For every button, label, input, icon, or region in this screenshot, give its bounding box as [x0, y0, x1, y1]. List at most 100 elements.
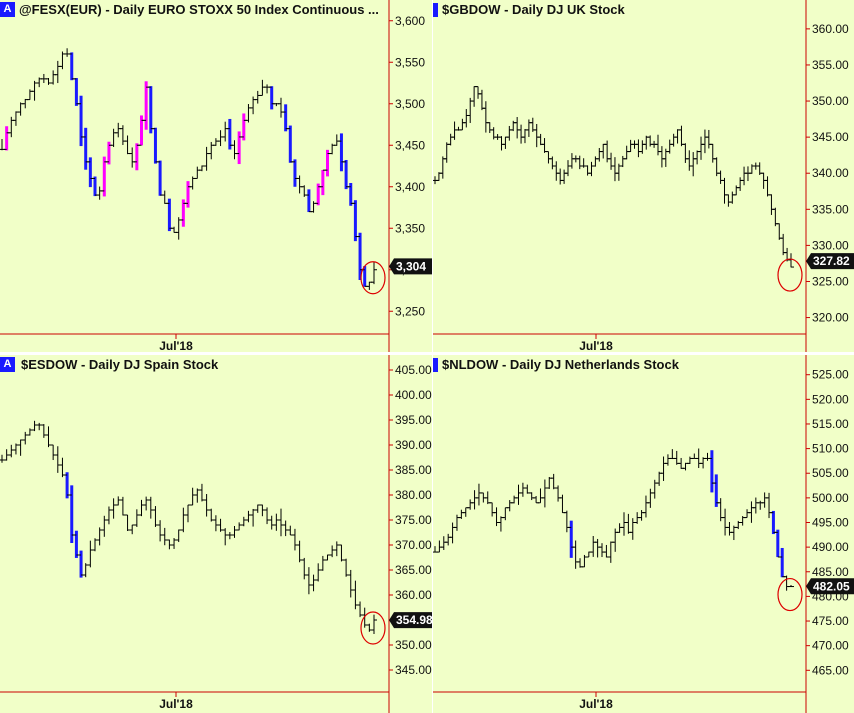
price-bar — [157, 520, 164, 542]
price-bar — [478, 89, 485, 111]
price-bar — [68, 52, 75, 81]
price-bar — [449, 522, 456, 544]
price-bar — [638, 510, 645, 521]
chart-title: $NLDOW - Daily DJ Netherlands Stock — [442, 357, 679, 372]
y-tick-label: 465.00 — [812, 663, 849, 677]
price-bar — [471, 86, 478, 107]
panel-badge[interactable]: A — [0, 357, 15, 372]
price-bar — [115, 496, 122, 506]
price-bar — [87, 157, 94, 188]
price-bar — [273, 513, 280, 531]
price-bar — [748, 501, 755, 523]
price-bar — [774, 529, 781, 558]
price-bar — [278, 508, 284, 537]
price-bar — [654, 134, 661, 156]
price-bar — [338, 133, 345, 172]
price-bar — [502, 136, 509, 149]
price-bar — [254, 504, 261, 513]
price-bar — [17, 102, 24, 116]
price-bar — [768, 194, 775, 215]
price-bar — [514, 117, 521, 139]
price-bar — [31, 80, 38, 101]
price-bar — [305, 189, 312, 213]
price-bar — [757, 500, 764, 510]
price-bar — [588, 161, 595, 177]
price-bar — [506, 125, 513, 141]
y-tick-label: 470.00 — [812, 639, 849, 653]
price-bar — [533, 123, 540, 148]
price-bar — [147, 86, 154, 134]
price-bar — [175, 529, 182, 543]
price-bar — [64, 472, 71, 499]
y-tick-label: 385.00 — [395, 463, 432, 477]
y-tick-label: 3,550 — [395, 55, 425, 69]
price-bar — [250, 508, 257, 527]
price-bar — [643, 135, 650, 150]
price-bar — [236, 522, 243, 531]
price-bar — [268, 515, 275, 530]
price-bar — [45, 426, 52, 448]
price-bar — [439, 156, 446, 179]
price-bar — [484, 491, 491, 505]
price-bar — [607, 541, 614, 563]
price-bar — [119, 496, 126, 516]
price-bar — [770, 510, 777, 535]
price-bar — [721, 177, 728, 204]
price-bar — [493, 507, 500, 527]
price-bar — [222, 121, 229, 142]
price-bar — [333, 541, 340, 557]
price-bar — [779, 547, 786, 578]
y-tick-label: 3,450 — [395, 138, 425, 152]
price-bar — [741, 166, 748, 186]
price-bar — [185, 504, 191, 523]
y-tick-label: 360.00 — [395, 588, 432, 602]
price-bar — [287, 125, 294, 163]
price-bar — [166, 198, 173, 232]
y-tick-label: 520.00 — [812, 392, 849, 406]
price-bar — [475, 86, 482, 99]
panel-badge[interactable]: A — [0, 2, 15, 17]
price-bar — [669, 449, 676, 460]
price-bar — [489, 502, 496, 517]
price-bar — [475, 483, 482, 506]
price-bar — [231, 526, 238, 538]
price-bar — [506, 500, 513, 512]
price-bar — [694, 150, 701, 165]
price-bar — [101, 515, 108, 537]
y-tick-label: 485.00 — [812, 565, 849, 579]
y-tick-label: 365.00 — [395, 563, 432, 577]
price-bar — [366, 281, 373, 290]
price-bar — [549, 156, 556, 170]
price-bar — [245, 510, 252, 523]
price-bar — [436, 540, 443, 553]
price-bar — [627, 139, 634, 153]
price-bar — [647, 488, 654, 508]
y-tick-label: 355.00 — [812, 58, 849, 72]
price-bar — [463, 109, 470, 128]
price-bar — [357, 232, 364, 280]
price-bar — [124, 514, 131, 531]
price-bar — [40, 424, 47, 438]
price-bar — [45, 78, 52, 85]
price-bar — [670, 133, 677, 147]
y-tick-label: 505.00 — [812, 466, 849, 480]
price-bar — [194, 488, 201, 503]
price-bar — [129, 524, 136, 535]
price-bar — [713, 474, 720, 507]
price-bar — [133, 143, 140, 171]
price-bar — [222, 528, 229, 546]
price-bar — [92, 176, 98, 197]
price-bar — [550, 473, 557, 490]
price-bar — [482, 101, 489, 133]
price-bar — [212, 515, 219, 532]
price-bar — [305, 567, 312, 595]
panel-marker — [433, 358, 438, 372]
price-bar — [660, 456, 667, 481]
price-bar — [600, 143, 607, 159]
y-tick-label: 345.00 — [812, 130, 849, 144]
price-bar — [119, 125, 126, 145]
price-bar — [96, 186, 103, 200]
price-bar — [629, 518, 636, 540]
last-price-label: 482.05 — [813, 579, 850, 593]
price-bar — [674, 129, 681, 144]
